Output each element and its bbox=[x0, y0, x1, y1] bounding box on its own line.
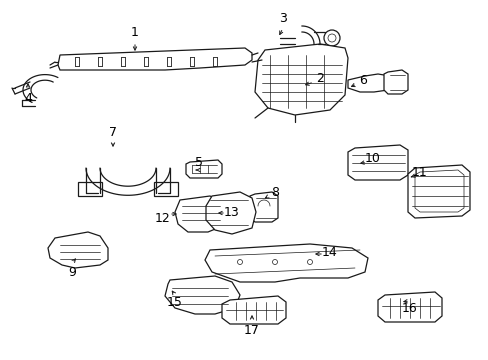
Polygon shape bbox=[175, 196, 227, 232]
Polygon shape bbox=[204, 244, 367, 282]
Polygon shape bbox=[78, 182, 102, 196]
Polygon shape bbox=[164, 276, 240, 314]
Polygon shape bbox=[377, 292, 441, 322]
Text: 13: 13 bbox=[224, 207, 240, 220]
Polygon shape bbox=[249, 192, 278, 222]
Text: 16: 16 bbox=[401, 302, 417, 315]
Text: 14: 14 bbox=[322, 246, 337, 258]
Text: 10: 10 bbox=[365, 152, 380, 165]
Text: 15: 15 bbox=[167, 296, 183, 309]
Text: 2: 2 bbox=[315, 72, 323, 85]
Polygon shape bbox=[154, 182, 178, 196]
Text: 8: 8 bbox=[270, 185, 279, 198]
Polygon shape bbox=[407, 165, 469, 218]
Polygon shape bbox=[205, 192, 256, 234]
Text: 1: 1 bbox=[131, 26, 139, 39]
Polygon shape bbox=[414, 170, 463, 212]
Polygon shape bbox=[48, 232, 108, 268]
Text: 11: 11 bbox=[411, 166, 427, 179]
Polygon shape bbox=[347, 74, 391, 92]
Polygon shape bbox=[347, 145, 407, 180]
Text: 6: 6 bbox=[358, 73, 366, 86]
Text: 4: 4 bbox=[24, 91, 32, 104]
Text: 12: 12 bbox=[155, 211, 170, 225]
Text: 7: 7 bbox=[109, 126, 117, 139]
Polygon shape bbox=[383, 70, 407, 94]
Text: 5: 5 bbox=[195, 157, 203, 170]
Text: 17: 17 bbox=[244, 324, 260, 337]
Text: 3: 3 bbox=[279, 12, 286, 24]
Polygon shape bbox=[254, 44, 347, 115]
Text: 9: 9 bbox=[68, 266, 76, 279]
Polygon shape bbox=[222, 296, 285, 324]
Polygon shape bbox=[185, 160, 222, 178]
Polygon shape bbox=[58, 48, 251, 70]
